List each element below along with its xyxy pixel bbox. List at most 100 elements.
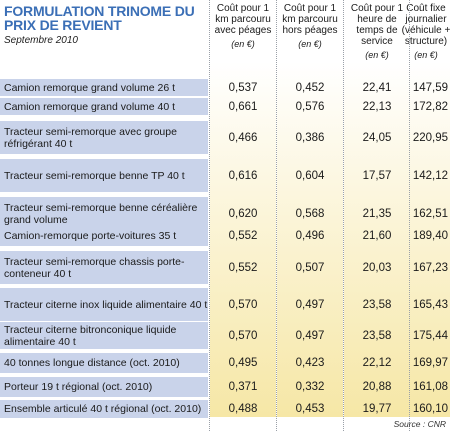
cost-value: 167,23: [412, 261, 448, 274]
row-label-text: Tracteur semi-remorque benne TP 40 t: [4, 169, 185, 182]
table-row: Tracteur semi-remorque benne TP 40 t 0,61…: [0, 159, 450, 192]
row-label-text: Camion remorque grand volume 40 t: [4, 100, 176, 113]
column-header-daily-fixed-cost: Coût fixe journalier (véhicule + structu…: [400, 3, 450, 61]
cost-value: 220,95: [412, 131, 448, 144]
column-divider: [209, 0, 210, 431]
cost-value: 0,507: [295, 261, 325, 274]
table-row: Ensemble articulé 40 t régional (oct. 20…: [0, 400, 450, 418]
row-label: Tracteur semi-remorque avec groupe réfri…: [0, 121, 208, 154]
cost-value: 0,570: [228, 298, 258, 311]
cost-value: 20,88: [362, 381, 392, 393]
cost-value: 23,58: [362, 329, 392, 342]
cost-value: 22,41: [362, 81, 392, 94]
column-header-hour-cost: Coût pour 1 heure de temps de service (e…: [344, 3, 410, 61]
cost-value: 22,12: [362, 357, 392, 369]
cost-value: 0,466: [228, 131, 258, 144]
row-label: Camion remorque grand volume 40 t: [0, 98, 208, 115]
column-header-toll-cost: Coût pour 1 km parcouru avec péages (en …: [210, 3, 276, 50]
cost-value: 0,604: [295, 169, 325, 182]
cost-value: 0,497: [295, 329, 325, 342]
row-label: Tracteur citerne bitronconique liquide a…: [0, 322, 208, 349]
cost-value: 0,452: [295, 81, 325, 94]
row-label: Tracteur semi-remorque benne céréalière …: [0, 197, 208, 230]
cost-value: 19,77: [362, 403, 392, 415]
table-row: Tracteur citerne bitronconique liquide a…: [0, 322, 450, 349]
column-header-unit: (en €): [365, 50, 389, 60]
row-label-text: Tracteur semi-remorque benne céréalière …: [4, 201, 198, 226]
cost-value: 22,13: [362, 100, 392, 113]
column-divider: [276, 0, 277, 431]
column-header-unit: (en €): [298, 39, 322, 49]
table-row: Camion remorque grand volume 40 t 0,661 0,…: [0, 98, 450, 115]
row-label: Camion remorque grand volume 26 t: [0, 79, 208, 96]
row-label-text: Tracteur citerne inox liquide alimentair…: [4, 298, 208, 311]
table-row: Camion remorque grand volume 26 t 0,537 0,…: [0, 79, 450, 96]
column-divider: [343, 0, 344, 431]
row-label-text: Porteur 19 t régional (oct. 2010): [4, 381, 153, 393]
cost-value: 189,40: [412, 230, 448, 242]
row-label-text: 40 tonnes longue distance (oct. 2010): [4, 357, 180, 369]
column-header-unit: (en €): [414, 50, 438, 60]
column-background: [410, 62, 450, 417]
row-label-text: Ensemble articulé 40 t régional (oct. 20…: [4, 403, 202, 415]
row-label: Tracteur semi-remorque chassis porte-con…: [0, 251, 208, 284]
cost-value: 0,496: [295, 230, 325, 242]
cost-value: 17,57: [362, 169, 392, 182]
cost-value: 0,661: [228, 100, 258, 113]
page-title: FORMULATION TRINOME DU PRIX DE REVIENT: [4, 3, 195, 33]
cost-value: 172,82: [412, 100, 448, 113]
cost-value: 23,58: [362, 298, 392, 311]
cost-value: 21,35: [362, 207, 392, 220]
row-label-text: Camion remorque grand volume 26 t: [4, 81, 176, 94]
subtitle: Septembre 2010: [4, 35, 78, 46]
cost-value: 0,537: [228, 81, 258, 94]
table-row: Porteur 19 t régional (oct. 2010) 0,371 0,…: [0, 377, 450, 397]
cost-value: 147,59: [412, 81, 448, 94]
table-row: Tracteur semi-remorque avec groupe réfri…: [0, 121, 450, 154]
row-label-text: Camion-remorque porte-voitures 35 t: [4, 230, 177, 242]
table-row: Camion-remorque porte-voitures 35 t 0,552…: [0, 226, 450, 246]
row-label: Tracteur citerne inox liquide alimentair…: [0, 288, 208, 321]
column-header-no-toll-cost: Coût pour 1 km parcouru hors péages (en …: [277, 3, 343, 50]
cost-value: 0,488: [228, 403, 258, 415]
cost-value: 21,60: [362, 230, 392, 242]
cost-value: 0,332: [295, 381, 325, 393]
cost-value: 0,620: [228, 207, 258, 220]
cost-value: 0,453: [295, 403, 325, 415]
column-background: [210, 62, 276, 417]
cost-value: 0,497: [295, 298, 325, 311]
cost-value: 0,576: [295, 100, 325, 113]
cost-value: 165,43: [412, 298, 448, 311]
cost-value: 0,371: [228, 381, 258, 393]
cost-value: 24,05: [362, 131, 392, 144]
cost-value: 0,386: [295, 131, 325, 144]
cost-value: 0,570: [228, 329, 258, 342]
cost-value: 20,03: [362, 261, 392, 274]
column-header-label: Coût pour 1 km parcouru hors péages: [282, 3, 338, 36]
cost-value: 0,552: [228, 230, 258, 242]
cost-value: 0,616: [228, 169, 258, 182]
table-row: Tracteur semi-remorque chassis porte-con…: [0, 251, 450, 284]
table-row: Tracteur citerne inox liquide alimentair…: [0, 288, 450, 321]
column-header-label: Coût pour 1 km parcouru avec péages: [214, 3, 272, 36]
source-note: Source : CNR: [393, 419, 446, 429]
cost-value: 0,495: [228, 357, 258, 369]
cost-value: 162,51: [412, 207, 448, 220]
column-header-label: Coût fixe journalier (véhicule + structu…: [401, 3, 450, 47]
column-header-unit: (en €): [231, 39, 255, 49]
cost-value: 0,552: [228, 261, 258, 274]
cost-value: 160,10: [412, 403, 448, 415]
cost-value: 142,12: [412, 169, 448, 182]
column-background: [344, 62, 410, 417]
cost-value: 175,44: [412, 329, 448, 342]
row-label: 40 tonnes longue distance (oct. 2010): [0, 353, 208, 373]
table-row: 40 tonnes longue distance (oct. 2010) 0,4…: [0, 353, 450, 373]
row-label: Camion-remorque porte-voitures 35 t: [0, 226, 208, 246]
cost-value: 161,08: [412, 381, 448, 393]
table-row: Tracteur semi-remorque benne céréalière …: [0, 197, 450, 230]
row-label-text: Tracteur semi-remorque chassis porte-con…: [4, 255, 185, 280]
cost-value: 0,423: [295, 357, 325, 369]
cost-value: 0,568: [295, 207, 325, 220]
column-header-label: Coût pour 1 heure de temps de service: [350, 3, 404, 47]
column-divider: [409, 0, 410, 431]
